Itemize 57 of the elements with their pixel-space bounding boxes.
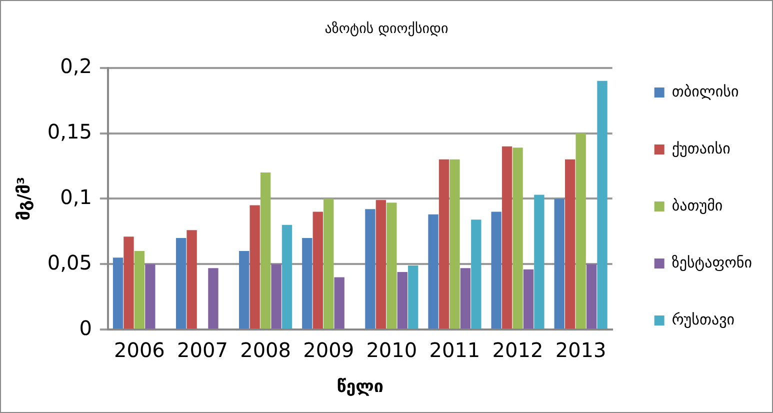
legend-label: თბილისი [672,82,739,100]
bar [282,224,292,329]
bar [408,265,418,329]
y-tick-label: 0 [79,316,92,340]
bar [145,264,156,329]
y-axis-title: მგ/მ³ [14,176,35,220]
bar [565,159,576,329]
bar [376,200,386,329]
bar [239,251,250,329]
bar [576,133,586,329]
bar [260,172,271,329]
bar [386,202,397,329]
x-tick-label: 2006 [114,338,165,362]
bar [365,209,376,329]
bar [597,80,608,329]
y-tick-label: 0,05 [47,250,92,274]
x-tick-label: 2010 [366,338,418,362]
x-tick-label: 2007 [177,338,228,362]
bar [512,148,523,329]
bar [534,194,544,329]
bar [586,264,597,329]
bar [250,205,260,329]
y-tick-label: 0,15 [47,119,92,144]
bar [112,258,124,329]
bar [302,238,312,329]
legend-label: ზესტაფონი [672,253,752,272]
x-tick-label: 2013 [555,338,606,362]
bar [186,230,197,329]
y-tick-label: 0,1 [60,184,92,209]
bar [334,277,344,329]
bar [397,272,408,329]
bar [134,251,145,329]
legend-label: ქუთაისი [672,139,731,158]
bar [491,212,502,329]
bar [502,146,512,329]
x-tick-label: 2009 [303,338,354,362]
bar [523,269,534,329]
bar [176,238,186,329]
x-axis-title: წელი [336,377,384,398]
legend-label: რუსთავი [672,310,735,328]
bar [438,159,450,329]
bar [554,198,564,329]
bar [428,214,438,329]
bar [208,268,218,329]
bar [324,198,334,329]
x-tick-label: 2008 [240,338,292,362]
bar [312,212,323,329]
bar [450,159,460,329]
bar [124,236,134,329]
legend-label: ბათუმი [672,196,723,214]
bar [471,220,482,329]
bar [460,268,471,329]
x-tick-label: 2012 [492,338,544,362]
x-tick-label: 2011 [429,338,480,362]
chart-title: აზოტის დიოქსიდი [324,21,448,38]
y-tick-label: 0,2 [60,54,92,78]
bar [271,264,282,329]
